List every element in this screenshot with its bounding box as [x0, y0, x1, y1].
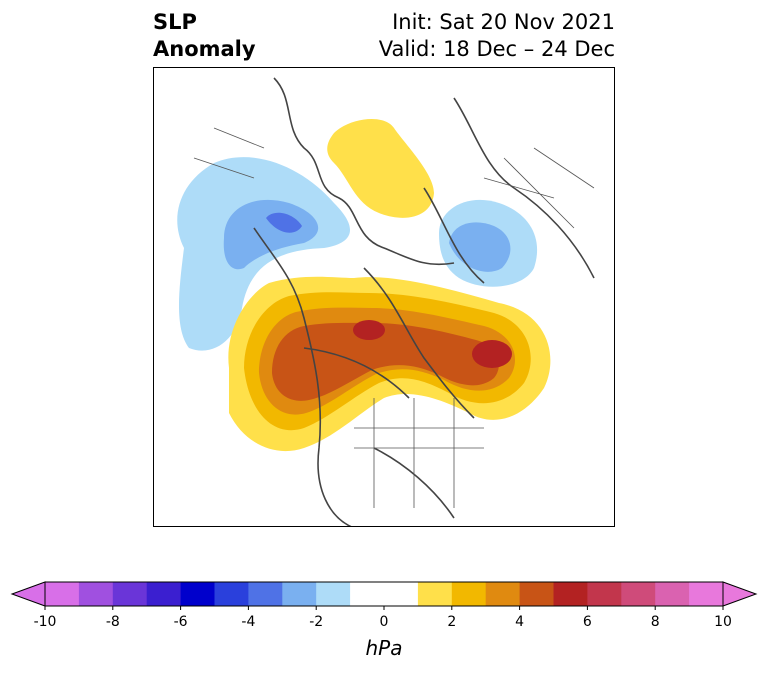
colorbar-bin — [384, 582, 419, 606]
colorbar-tick-label: -4 — [241, 614, 256, 630]
title-line-1: SLP — [153, 10, 197, 34]
date-info: Init: Sat 20 Nov 2021 Valid: 18 Dec – 24… — [379, 9, 615, 63]
colorbar-bin — [45, 582, 80, 606]
colorbar-bin — [112, 582, 148, 606]
colorbar-bin — [553, 582, 588, 606]
colorbar-bin — [214, 582, 249, 606]
colorbar-tick-label: -8 — [105, 614, 120, 630]
colorbar-bin — [316, 582, 351, 606]
colorbar-graphic — [10, 581, 758, 610]
colorbar-bin — [519, 582, 554, 606]
low-anomaly-pacific-core — [266, 212, 302, 233]
colorbar-unit: hPa — [365, 636, 403, 660]
colorbar-extend-high — [722, 581, 758, 607]
colorbar-bin — [621, 582, 656, 606]
low-anomaly-pacific-mid — [223, 199, 319, 270]
colorbar-extend-low — [10, 581, 46, 607]
high-anomaly-max-atlantic — [472, 340, 512, 368]
colorbar-tick-label: 10 — [714, 614, 732, 630]
colorbar-tick-label: 4 — [515, 614, 525, 630]
coastlines — [253, 77, 595, 526]
high-anomaly-siberia — [327, 118, 434, 218]
map-panel — [153, 67, 615, 527]
colorbar-bin — [350, 582, 385, 606]
colorbar-tick-label: -6 — [173, 614, 188, 630]
colorbar-bin — [417, 582, 453, 606]
anomaly-map — [177, 77, 595, 526]
high-anomaly-band-core — [272, 322, 499, 401]
colorbar-tick-label: 8 — [650, 614, 660, 630]
colorbar-bin — [282, 582, 317, 606]
colorbar-tick-label: -10 — [33, 614, 57, 630]
colorbar-bin — [485, 582, 521, 606]
map-title: SLP Anomaly — [153, 9, 256, 63]
colorbar-bin — [78, 582, 114, 606]
colorbar — [0, 570, 768, 670]
title-line-2: Anomaly — [153, 37, 256, 61]
colorbar-bin — [180, 582, 215, 606]
valid-range: Valid: 18 Dec – 24 Dec — [378, 37, 615, 61]
high-anomaly-max-arctic — [353, 320, 385, 340]
colorbar-bin — [248, 582, 283, 606]
low-anomaly-asia-mid — [449, 222, 511, 272]
colorbar-tick-label: -2 — [309, 614, 324, 630]
colorbar-tick-label: 6 — [582, 614, 592, 630]
borders — [193, 127, 595, 508]
colorbar-bin — [451, 582, 487, 606]
colorbar-tick-label: 0 — [379, 614, 389, 630]
colorbar-bin — [146, 582, 182, 606]
colorbar-bin — [655, 582, 690, 606]
colorbar-tick-label: 2 — [447, 614, 457, 630]
init-date: Init: Sat 20 Nov 2021 — [392, 10, 615, 34]
colorbar-bin — [689, 582, 724, 606]
colorbar-bin — [587, 582, 622, 606]
